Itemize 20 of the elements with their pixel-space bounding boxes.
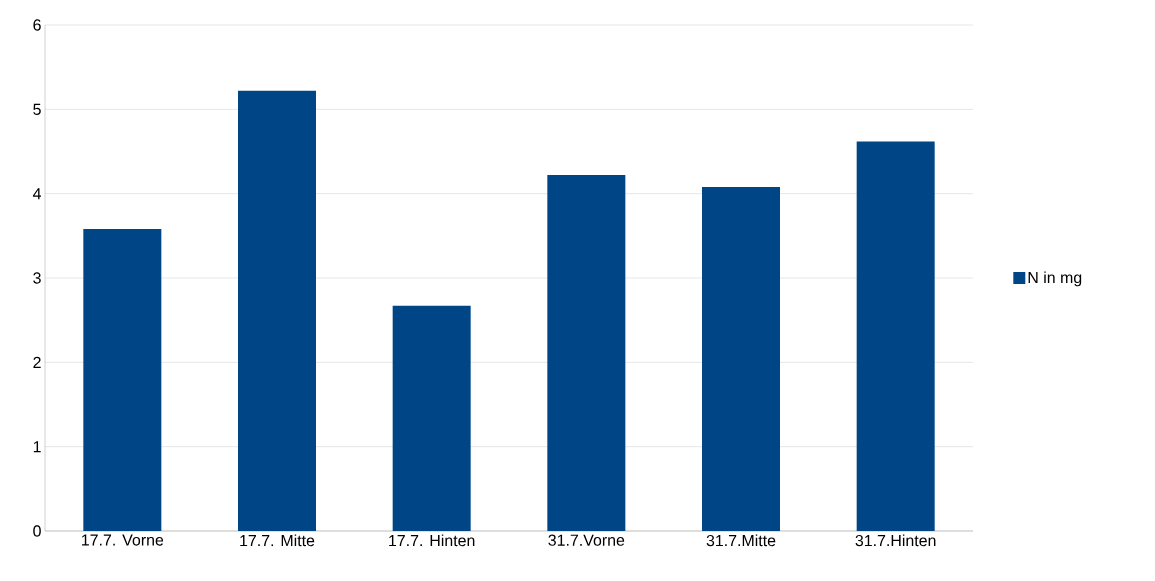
x-tick-label: 31.7.Vorne	[548, 534, 625, 546]
bar	[83, 229, 162, 531]
y-tick-label: 1	[33, 441, 41, 453]
bar	[238, 90, 316, 531]
bar	[702, 186, 781, 531]
bar	[856, 141, 935, 531]
bar	[392, 305, 471, 531]
y-tick-label: 6	[33, 19, 41, 31]
y-tick-label: 3	[33, 272, 41, 284]
x-tick-label: 17.7. Hinten	[389, 534, 475, 547]
x-tick-label: 17.7. Mitte	[240, 534, 315, 547]
y-tick-label: 4	[32, 188, 42, 200]
y-tick-label: 5	[33, 103, 41, 115]
x-tick-label: 17.7. Vorne	[82, 534, 164, 546]
legend-label: N in mg	[1028, 271, 1082, 287]
y-tick-label: 2	[33, 356, 41, 368]
y-tick-label: 0	[33, 525, 41, 537]
x-tick-label: 31.7.Hinten	[855, 534, 936, 547]
x-tick-label: 31.7.Mitte	[706, 534, 776, 547]
bar	[547, 175, 626, 531]
